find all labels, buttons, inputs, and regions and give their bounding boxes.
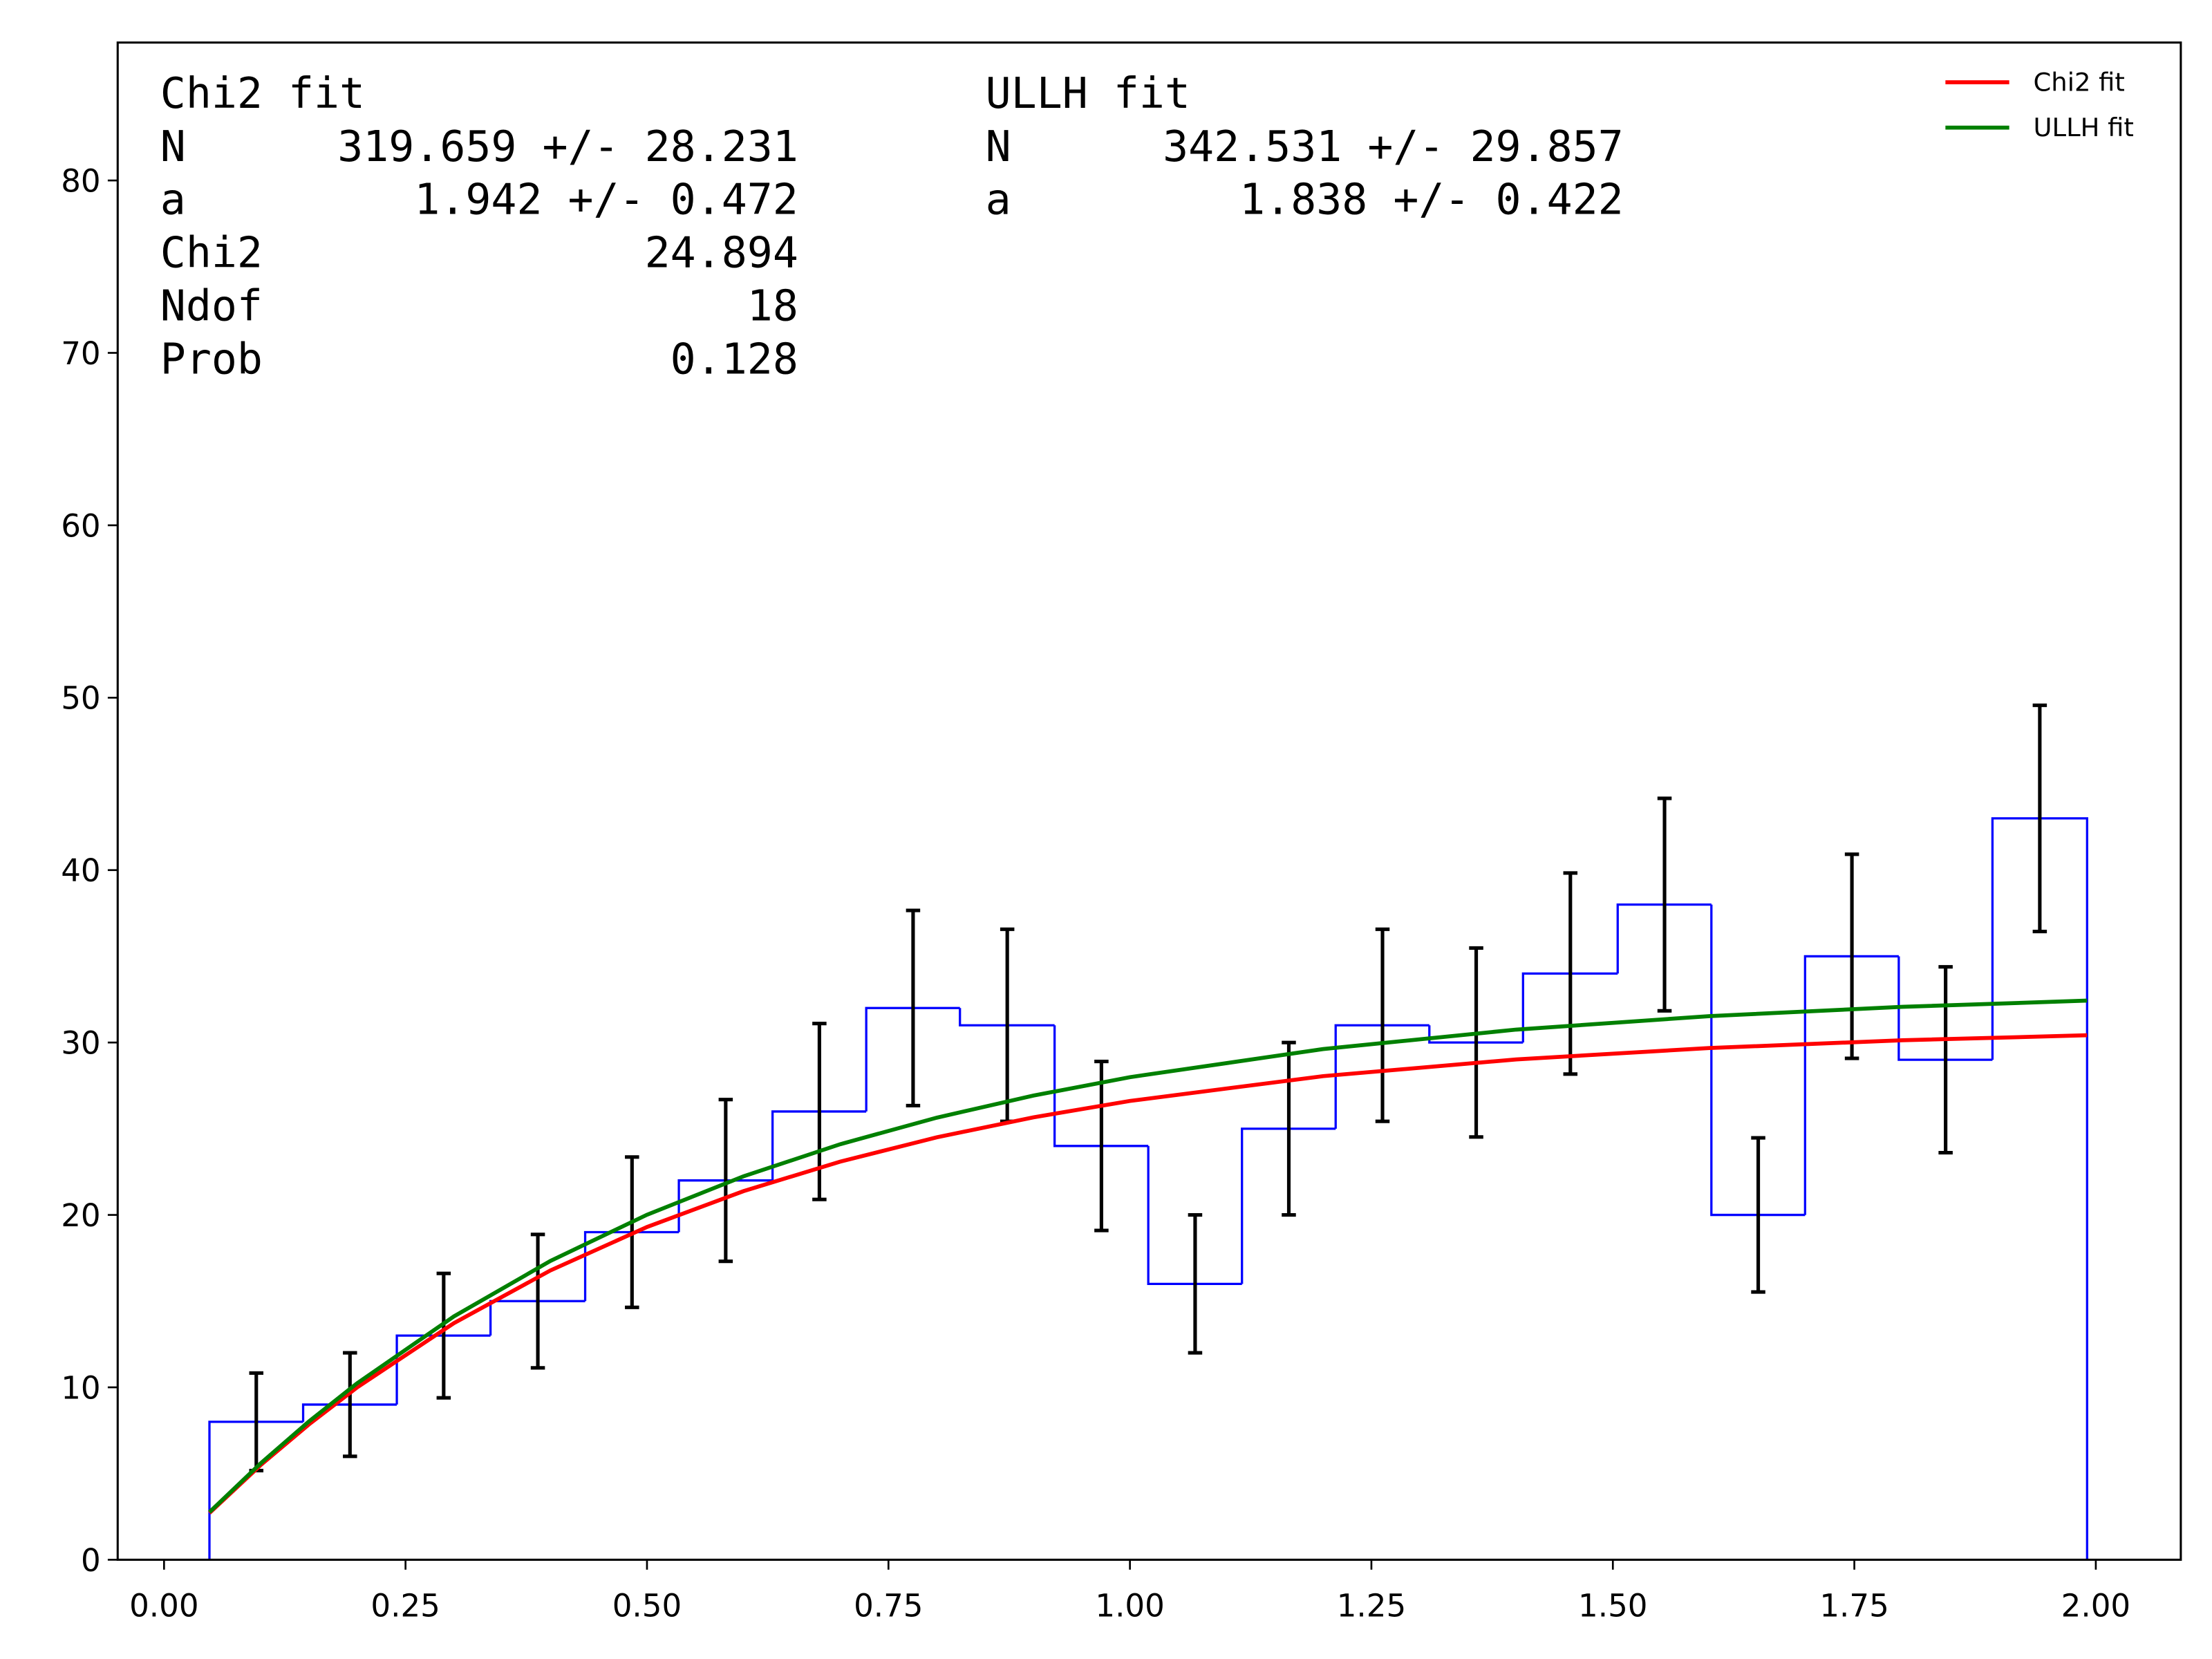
error-bar: [1563, 871, 1578, 1076]
x-tick-label: 0.75: [854, 1587, 923, 1624]
x-tick-label: 0.25: [371, 1587, 440, 1624]
axes-frame: [116, 41, 2182, 1561]
fit-param-name: Ndof: [160, 281, 263, 331]
error-bar: [906, 908, 921, 1108]
histogram-bin: [395, 1334, 491, 1405]
fit-param-name: N: [160, 122, 186, 171]
fit-param-name: a: [986, 175, 1011, 225]
legend-label: ULLH fit: [2034, 113, 2134, 142]
error-bar: [1938, 965, 1953, 1155]
fit-curve: [208, 998, 2088, 1514]
error-bar: [718, 1098, 733, 1264]
y-tick-label: 20: [61, 1197, 100, 1234]
histogram-bin: [1241, 1127, 1336, 1284]
error-bar: [1844, 852, 1859, 1060]
y-tick-label: 40: [61, 852, 100, 889]
y-tick-label: 70: [61, 335, 100, 372]
histogram-bin: [208, 1421, 303, 1560]
histogram-bin: [1334, 1024, 1430, 1129]
x-tick-label: 0.00: [129, 1587, 198, 1624]
histogram-bin: [583, 1230, 679, 1302]
y-tick-label: 0: [81, 1542, 101, 1579]
x-tick-label: 1.50: [1578, 1587, 1647, 1624]
legend-label: Chi2 fit: [2034, 67, 2125, 97]
histogram-bin: [1147, 1145, 1242, 1285]
histogram-bin: [1897, 956, 1993, 1061]
fit-param-value: 1.942 +/- 0.472: [414, 175, 798, 225]
histogram-bin: [1428, 1025, 1524, 1044]
fit-param-value: 319.659 +/- 28.231: [337, 122, 798, 171]
fit-box-title: Chi2 fit: [160, 68, 365, 118]
histogram-bin: [1521, 972, 1618, 1043]
y-tick-label: 10: [61, 1369, 100, 1406]
fit-param-value: 342.531 +/- 29.857: [1163, 122, 1624, 171]
error-bar: [1469, 946, 1483, 1139]
histogram-bin: [1053, 1025, 1149, 1147]
histogram-bin: [959, 1008, 1055, 1027]
y-tick-label: 50: [61, 680, 100, 717]
fit-box-title: ULLH fit: [986, 68, 1190, 118]
error-bar: [1094, 1060, 1109, 1232]
fit-param-name: Chi2: [160, 228, 263, 278]
fit-param-name: N: [986, 122, 1011, 171]
histogram-bin: [865, 1006, 960, 1112]
error-bar: [1657, 796, 1672, 1013]
error-bar: [530, 1232, 545, 1370]
x-tick-label: 2.00: [2061, 1587, 2130, 1624]
x-tick-label: 0.50: [612, 1587, 682, 1624]
error-bar: [1188, 1213, 1203, 1355]
x-tick-label: 1.75: [1819, 1587, 1888, 1624]
x-tick-label: 1.00: [1095, 1587, 1164, 1624]
fit-param-name: Prob: [160, 335, 263, 384]
error-bar: [1751, 1136, 1765, 1294]
error-bar: [2032, 703, 2047, 934]
fit-curve: [208, 1033, 2088, 1515]
fit-param-value: 24.894: [645, 228, 798, 278]
y-tick-label: 30: [61, 1025, 100, 1062]
histogram-bin: [1803, 955, 1899, 1215]
y-tick-label: 80: [61, 162, 100, 199]
error-bar: [812, 1022, 827, 1201]
fit-param-value: 0.128: [671, 335, 798, 384]
y-tick-label: 60: [61, 507, 100, 544]
plot-area: [208, 703, 2088, 1560]
histogram-bin: [1710, 904, 1806, 1217]
histogram-bin: [1616, 903, 1712, 974]
x-tick-label: 1.25: [1337, 1587, 1406, 1624]
error-bar: [1282, 1040, 1296, 1217]
error-bar: [1375, 927, 1390, 1123]
histogram-bin: [301, 1403, 397, 1422]
fit-param-value: 1.838 +/- 0.422: [1239, 175, 1624, 225]
error-bar: [343, 1351, 357, 1459]
fit-param-name: a: [160, 175, 186, 225]
error-bar: [436, 1271, 451, 1400]
histogram-bin: [771, 1110, 867, 1181]
fit-param-value: 18: [747, 281, 798, 331]
